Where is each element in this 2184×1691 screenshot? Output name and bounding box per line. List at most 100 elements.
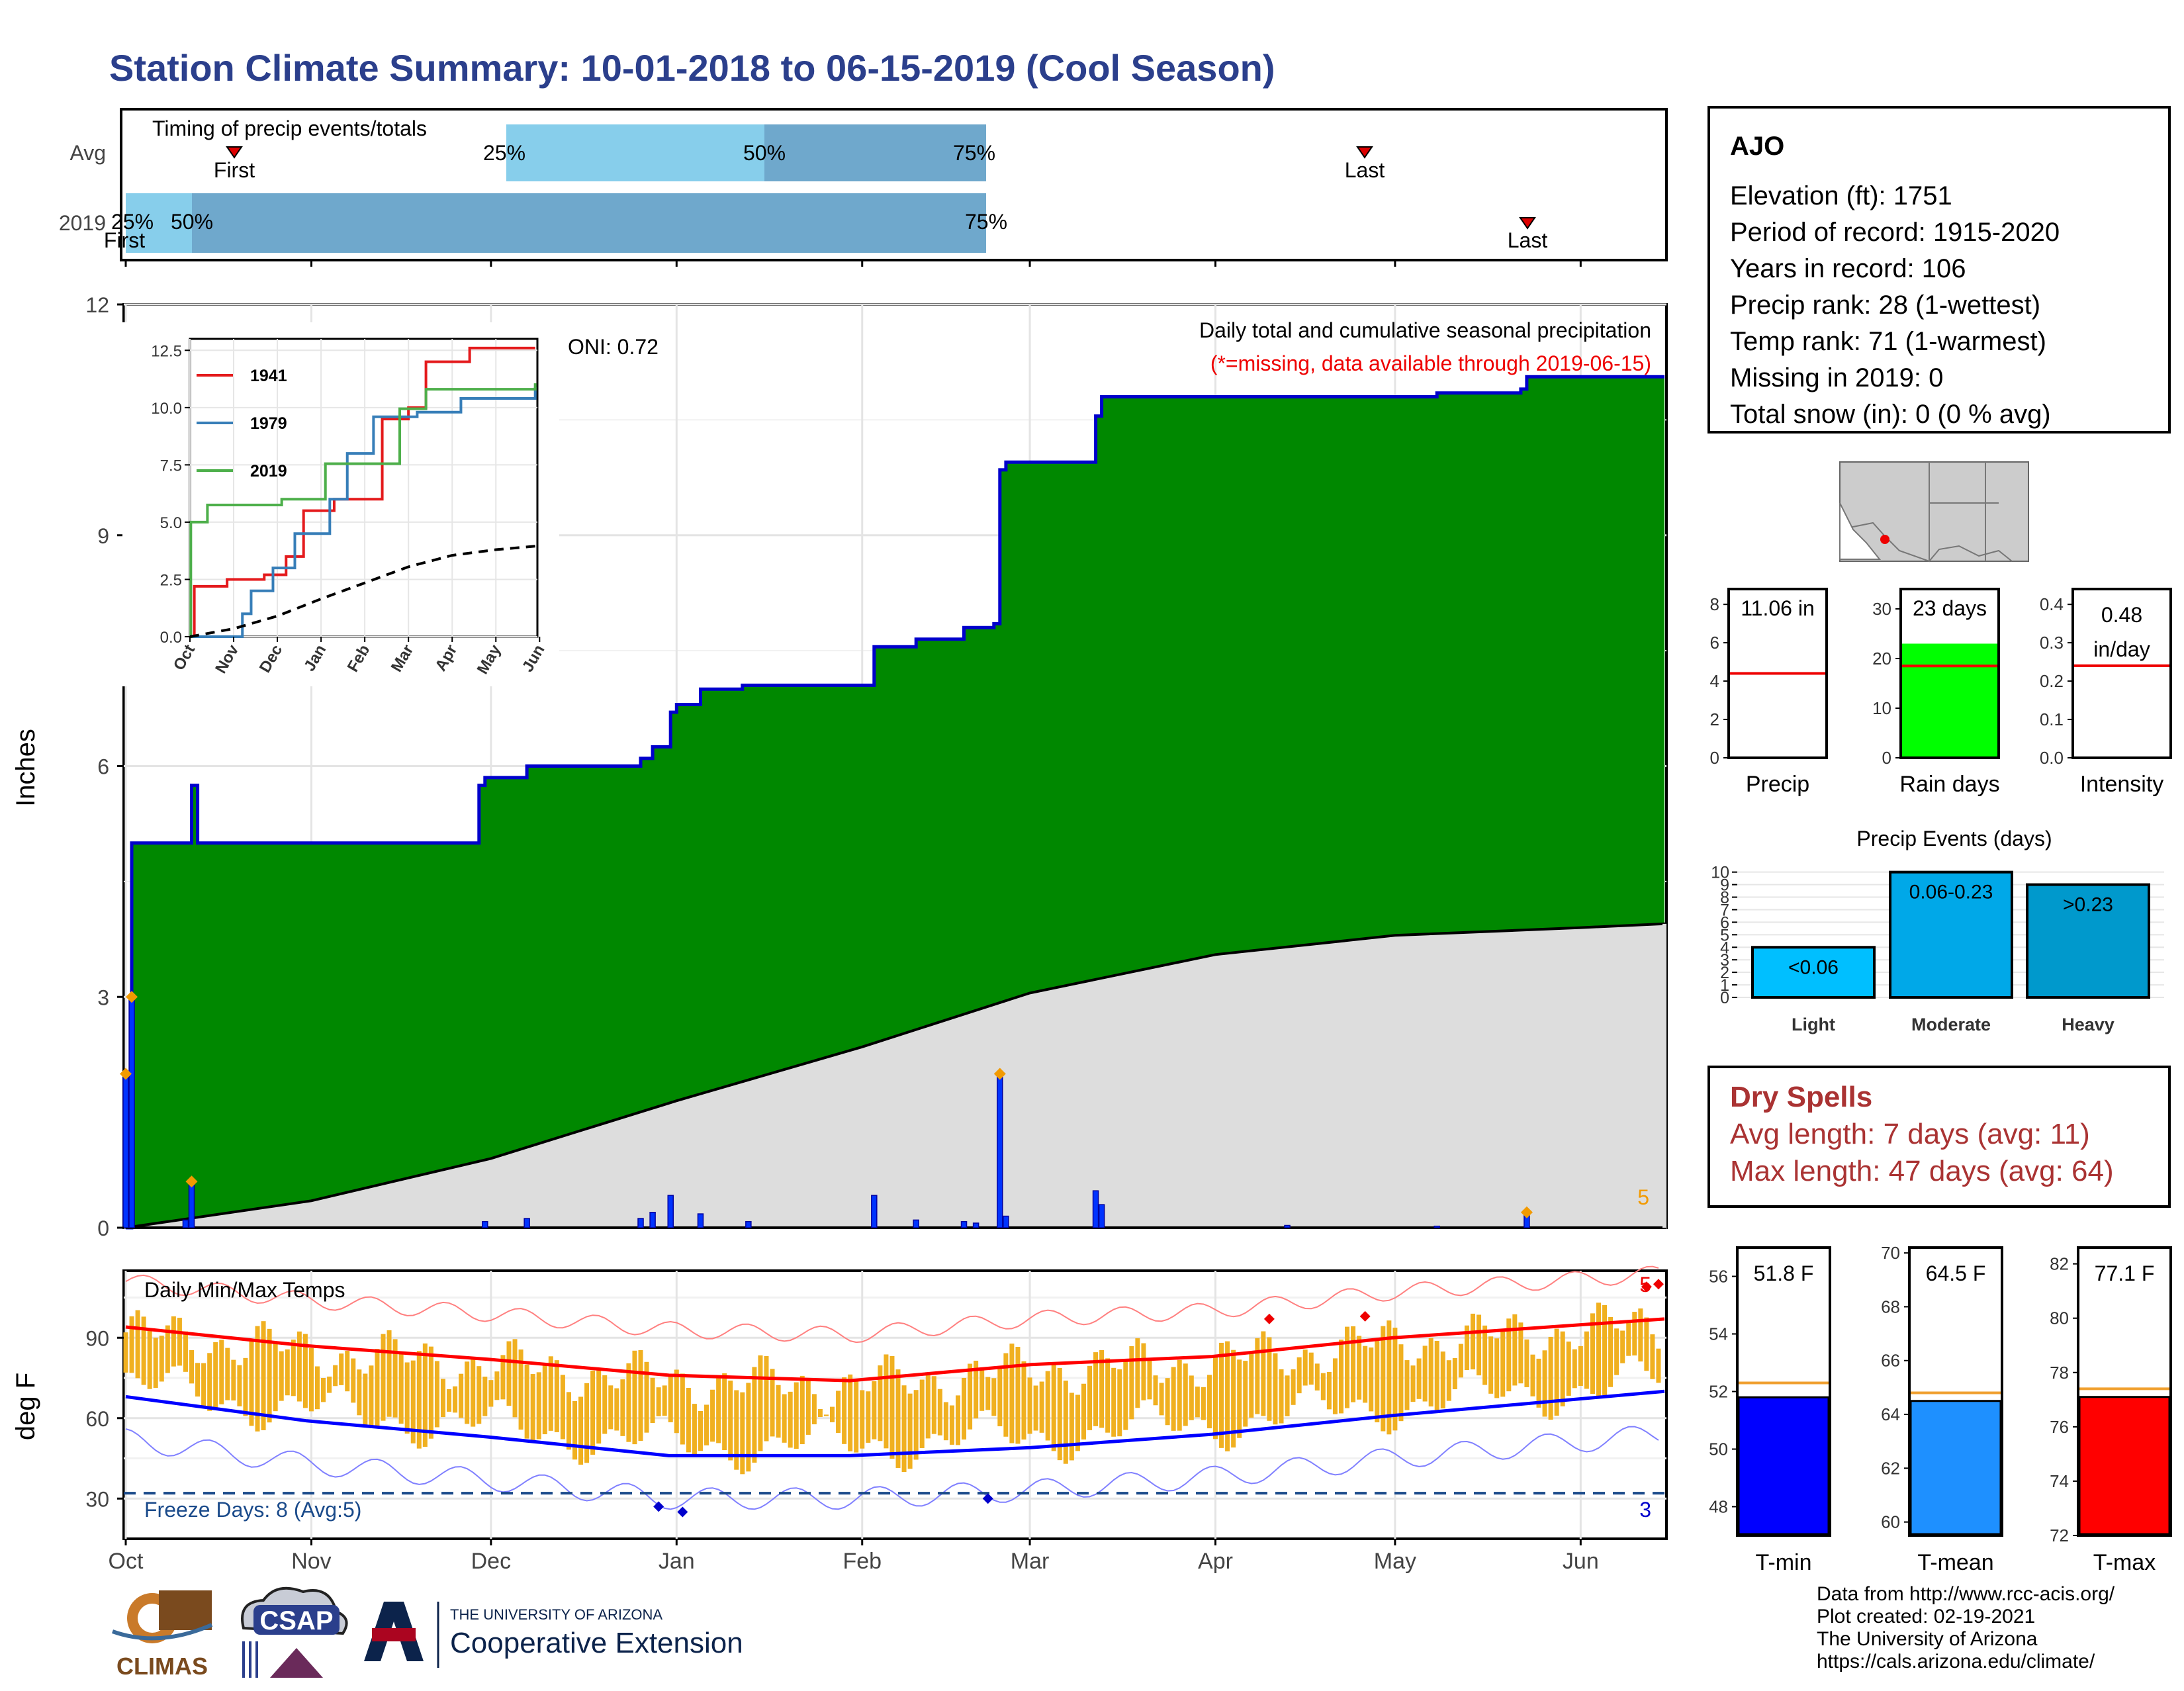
daily-temp-range — [1195, 1387, 1200, 1418]
daily-temp-range — [357, 1369, 362, 1416]
daily-temp-range — [141, 1316, 146, 1385]
footer-line-university: The University of Arizona — [1817, 1628, 2038, 1650]
temp-summary-tick-label: 62 — [1881, 1458, 1900, 1478]
daily-temp-range — [572, 1400, 578, 1460]
daily-precip-bar — [482, 1220, 488, 1228]
daily-temp-range — [327, 1376, 332, 1393]
temp-title: Daily Min/Max Temps — [144, 1278, 345, 1302]
y2019-first-label: First — [104, 228, 145, 252]
daily-temp-range — [1015, 1347, 1021, 1444]
daily-temp-range — [183, 1331, 188, 1372]
events-ytick-label: 9 — [1720, 876, 1729, 895]
temp-summary-value: 51.8 F — [1754, 1261, 1814, 1285]
daily-temp-range — [764, 1355, 769, 1441]
daily-temp-range — [1159, 1383, 1164, 1416]
avg-q50-label: 50% — [743, 141, 786, 165]
events-bar-moderate — [1889, 870, 2013, 999]
max-count: 5 — [1639, 1273, 1651, 1297]
dry-spells-avg: Avg length: 7 days (avg: 11) — [1730, 1118, 2090, 1150]
daily-precip-bar — [697, 1213, 704, 1228]
daily-temp-range — [1273, 1353, 1278, 1425]
daily-temp-range — [949, 1405, 954, 1445]
station-temp-rank: Temp rank: 71 (1-warmest) — [1730, 327, 2046, 356]
precip-marker — [120, 1068, 132, 1080]
daily-temp-range — [279, 1351, 284, 1401]
daily-temp-range — [1338, 1340, 1343, 1414]
freeze-count: 3 — [1639, 1498, 1651, 1522]
daily-temp-range — [680, 1373, 685, 1445]
y2019-q50-label: 50% — [171, 210, 213, 234]
daily-temp-range — [1357, 1336, 1362, 1400]
main-chart: Timing of precip events/totals Avg 2019 … — [11, 108, 1668, 1574]
month-label: Mar — [1011, 1549, 1050, 1574]
daily-temp-range — [153, 1338, 158, 1388]
daily-temp-range — [500, 1355, 506, 1400]
daily-temp-range — [1261, 1331, 1266, 1416]
y2019-q75-label: 75% — [965, 210, 1007, 234]
ua-cooperative-extension-logo: THE UNIVERSITY OF ARIZONA Cooperative Ex… — [364, 1602, 741, 1668]
y2019-last-label: Last — [1508, 228, 1548, 252]
events-bg — [1707, 815, 2171, 1037]
station-snow: Total snow (in): 0 (0 % avg) — [1730, 400, 2051, 429]
daily-temp-range — [471, 1358, 476, 1427]
temp-summary-tick-label: 76 — [2050, 1417, 2069, 1437]
summary-bar-tick-label: 0 — [1710, 748, 1719, 768]
temp-summary-tick-label: 50 — [1709, 1440, 1728, 1459]
daily-temp-range — [1608, 1317, 1614, 1387]
timing-title: Timing of precip events/totals — [152, 116, 427, 140]
daily-temp-range — [1471, 1313, 1476, 1370]
inset-ytick-label: 5.0 — [160, 514, 182, 532]
daily-temp-range — [794, 1382, 799, 1449]
daily-temp-range — [1081, 1383, 1086, 1440]
daily-temp-range — [459, 1373, 464, 1418]
daily-temp-range — [1387, 1320, 1392, 1435]
daily-temp-range — [548, 1356, 553, 1431]
daily-temp-range — [1590, 1313, 1595, 1394]
inset-legend-label: 1941 — [250, 367, 287, 385]
summary-bar-tick-label: 4 — [1710, 671, 1719, 691]
daily-temp-range — [710, 1389, 715, 1442]
daily-temp-range — [668, 1376, 673, 1422]
daily-temp-range — [243, 1357, 248, 1416]
temp-summary-value: 64.5 F — [1926, 1261, 1986, 1285]
daily-temp-range — [1045, 1371, 1050, 1441]
daily-precip-bar — [122, 1073, 129, 1228]
daily-temp-range — [644, 1361, 649, 1433]
y2019-last-marker — [1519, 217, 1536, 230]
daily-temp-range — [1291, 1369, 1296, 1405]
events-category-label: Light — [1792, 1015, 1835, 1034]
daily-precip-bar — [997, 1073, 1003, 1228]
month-label: Apr — [1198, 1549, 1233, 1574]
daily-temp-range — [1177, 1359, 1182, 1431]
daily-temp-range — [1039, 1381, 1044, 1433]
avg-bar-25-50 — [506, 124, 764, 181]
daily-temp-range — [1267, 1337, 1272, 1421]
footer-note: Data from http://www.rcc-acis.org/ Plot … — [1817, 1583, 2115, 1673]
temp-summary-tick-label: 80 — [2050, 1308, 2069, 1328]
events-ytick-label: 5 — [1720, 926, 1729, 944]
daily-temp-range — [1410, 1365, 1416, 1402]
svg-text:CLIMAS: CLIMAS — [116, 1653, 208, 1680]
station-years: Years in record: 106 — [1730, 254, 1966, 283]
daily-temp-range — [351, 1358, 356, 1403]
daily-temp-range — [1201, 1387, 1206, 1420]
events-ytick-label: 4 — [1720, 938, 1729, 957]
inset-chart: 0.02.55.07.510.012.5 Oct Nov Dec Jan Feb Mar A… — [122, 322, 559, 686]
month-label: Oct — [109, 1549, 144, 1574]
daily-temp-range — [985, 1377, 991, 1410]
temp-summary-t-max: 72 74 76 78 80 82 77.1 F T-max — [2050, 1246, 2172, 1575]
daily-temp-range — [907, 1393, 913, 1469]
temp-summary-value: 77.1 F — [2095, 1261, 2155, 1285]
temp-summary-tick-label: 64 — [1881, 1404, 1900, 1424]
summary-bar-tick-label: 0.1 — [2040, 709, 2064, 729]
month-label: Jun — [1563, 1549, 1599, 1574]
daily-temp-range — [1524, 1339, 1529, 1387]
dry-spells-max: Max length: 47 days (avg: 64) — [1730, 1155, 2114, 1187]
daily-temp-range — [434, 1361, 439, 1428]
summary-bar-tick-label: 0 — [1882, 748, 1891, 768]
daily-temp-range — [1632, 1312, 1637, 1356]
daily-temp-range — [207, 1353, 212, 1411]
daily-temp-range — [799, 1375, 805, 1445]
daily-temp-range — [1458, 1344, 1463, 1378]
daily-temp-range — [1225, 1341, 1230, 1451]
